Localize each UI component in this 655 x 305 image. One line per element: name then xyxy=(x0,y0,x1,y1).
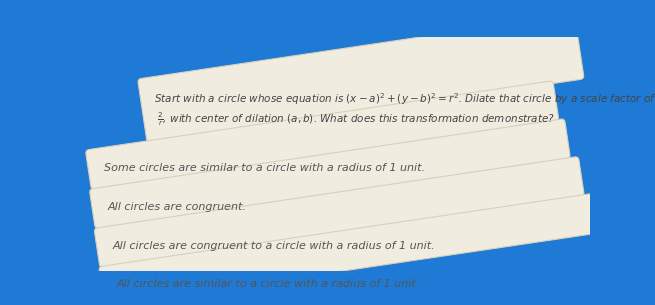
Text: All circles are congruent.: All circles are congruent. xyxy=(107,202,246,212)
FancyBboxPatch shape xyxy=(86,81,558,189)
FancyBboxPatch shape xyxy=(94,157,584,267)
FancyBboxPatch shape xyxy=(138,15,584,143)
Text: $\frac{2}{r}$, with center of dilation $(a, b)$. What does this transformation d: $\frac{2}{r}$, with center of dilation $… xyxy=(157,110,555,128)
FancyBboxPatch shape xyxy=(90,119,570,228)
Text: All circles are congruent to a circle with a radius of 1 unit.: All circles are congruent to a circle wi… xyxy=(112,241,435,251)
Text: Some circles are similar to a circle with a radius of 1 unit.: Some circles are similar to a circle wit… xyxy=(103,163,424,173)
Text: All circles are similar to a circle with a radius of 1 unit.: All circles are similar to a circle with… xyxy=(117,279,421,289)
Text: Start with a circle whose equation is $(x-a)^2+(y-b)^2=r^2$. Dilate that circle : Start with a circle whose equation is $(… xyxy=(154,92,655,107)
FancyBboxPatch shape xyxy=(99,194,598,305)
